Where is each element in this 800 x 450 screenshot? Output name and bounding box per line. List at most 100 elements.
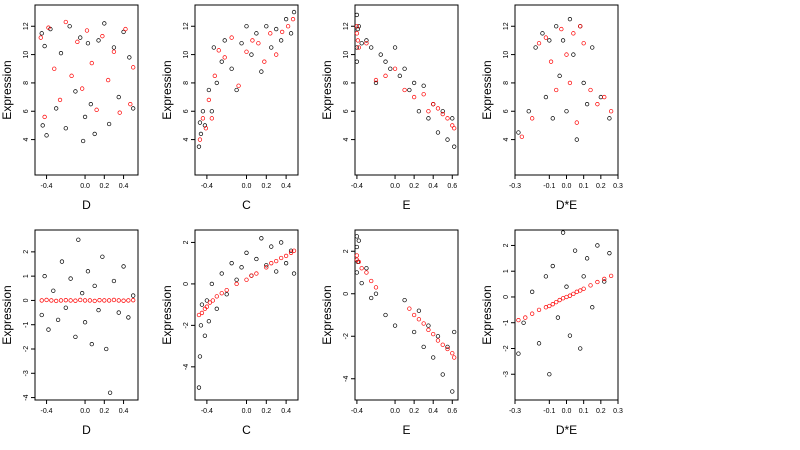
data-point — [196, 312, 202, 318]
data-point — [82, 298, 88, 303]
data-series — [354, 253, 457, 360]
y-tick-label: 10 — [343, 51, 350, 59]
y-tick-label: 6 — [503, 109, 510, 113]
data-point — [421, 344, 426, 350]
data-point — [46, 327, 51, 332]
data-point — [426, 327, 431, 333]
data-point — [452, 144, 457, 149]
data-point — [63, 298, 68, 303]
data-point — [209, 116, 214, 121]
data-point — [359, 266, 364, 271]
x-tick-label: -0.4 — [201, 408, 213, 415]
data-point — [206, 97, 212, 103]
data-point — [63, 126, 68, 131]
data-point — [445, 346, 450, 352]
data-point — [574, 120, 579, 125]
data-point — [244, 24, 249, 29]
data-point — [550, 263, 555, 269]
data-point — [602, 276, 607, 282]
y-tick-label: -2 — [183, 322, 190, 328]
x-tick-label: 0.3 — [613, 408, 623, 415]
data-point — [354, 253, 360, 258]
data-point — [450, 351, 455, 356]
data-point — [102, 21, 107, 26]
data-point — [279, 38, 284, 43]
data-point — [202, 333, 208, 338]
x-tick-label: -0.1 — [543, 408, 555, 415]
data-point — [440, 111, 445, 117]
data-point — [224, 292, 229, 297]
data-point — [567, 333, 573, 338]
data-point — [411, 94, 417, 100]
data-point — [100, 254, 105, 259]
data-point — [274, 26, 279, 32]
y-tick-label: 4 — [503, 138, 510, 142]
data-point — [63, 305, 68, 310]
data-point — [92, 131, 97, 137]
data-point — [288, 248, 294, 253]
data-point — [402, 297, 407, 303]
data-series — [196, 248, 297, 318]
data-point — [214, 294, 219, 299]
y-tick-label: 4 — [183, 138, 190, 142]
data-series — [516, 17, 612, 142]
chart-panel: -0.4 0.0 0.2 0.4 -4 -2 0 2 C Expression — [160, 229, 299, 437]
data-point — [550, 116, 555, 121]
data-point — [543, 305, 549, 310]
data-point — [373, 285, 379, 290]
data-point — [40, 123, 45, 128]
x-tick-label: -0.4 — [351, 408, 363, 415]
y-tick-label: 8 — [503, 81, 510, 85]
data-point — [392, 45, 398, 50]
data-point — [131, 298, 136, 303]
data-point — [274, 269, 279, 274]
data-point — [96, 38, 101, 43]
plot-frame — [34, 229, 139, 401]
x-axis-title: C — [242, 423, 251, 437]
data-point — [516, 351, 521, 356]
data-point — [123, 26, 128, 32]
x-tick-label: 0.0 — [390, 183, 400, 190]
x-tick-label: -0.4 — [41, 183, 53, 190]
plot-frame — [514, 4, 619, 176]
data-point — [224, 287, 229, 293]
data-point — [111, 49, 117, 54]
x-axis-title: E — [402, 198, 410, 212]
data-point — [354, 31, 360, 36]
data-point — [254, 271, 259, 276]
data-point — [249, 52, 254, 57]
data-point — [581, 286, 586, 291]
data-point — [431, 102, 436, 107]
data-point — [523, 315, 528, 320]
data-point — [88, 102, 93, 107]
y-tick-label: -2 — [23, 346, 30, 352]
y-tick-label: -3 — [503, 371, 510, 377]
y-tick-label: -2 — [503, 345, 510, 351]
data-point — [567, 17, 573, 22]
data-point — [602, 94, 607, 100]
data-point — [80, 138, 86, 144]
x-tick-label: 0.0 — [242, 183, 252, 190]
data-point — [212, 73, 217, 78]
y-tick-label: -4 — [23, 394, 30, 400]
data-point — [58, 51, 64, 56]
y-tick-label: 12 — [503, 22, 510, 30]
y-axis-title: Expression — [480, 285, 494, 344]
data-point — [435, 338, 441, 343]
y-tick-label: -1 — [503, 320, 510, 326]
data-point — [416, 308, 422, 313]
data-point — [559, 26, 564, 32]
data-point — [285, 24, 291, 29]
data-point — [354, 45, 360, 50]
y-axis-title: Expression — [480, 60, 494, 119]
x-tick-label: -0.4 — [351, 183, 363, 190]
data-point — [426, 116, 431, 121]
data-point — [203, 126, 209, 131]
data-point — [51, 288, 56, 293]
chart-panel: -0.3 -0.1 0.0 0.1 0.2 0.3 -3 -2 -1 0 1 2 D*E Expressi… — [480, 229, 623, 437]
data-point — [106, 121, 112, 127]
x-axis-title: D*E — [556, 198, 577, 212]
data-point — [199, 302, 205, 307]
data-point — [73, 89, 78, 94]
data-point — [572, 248, 578, 253]
